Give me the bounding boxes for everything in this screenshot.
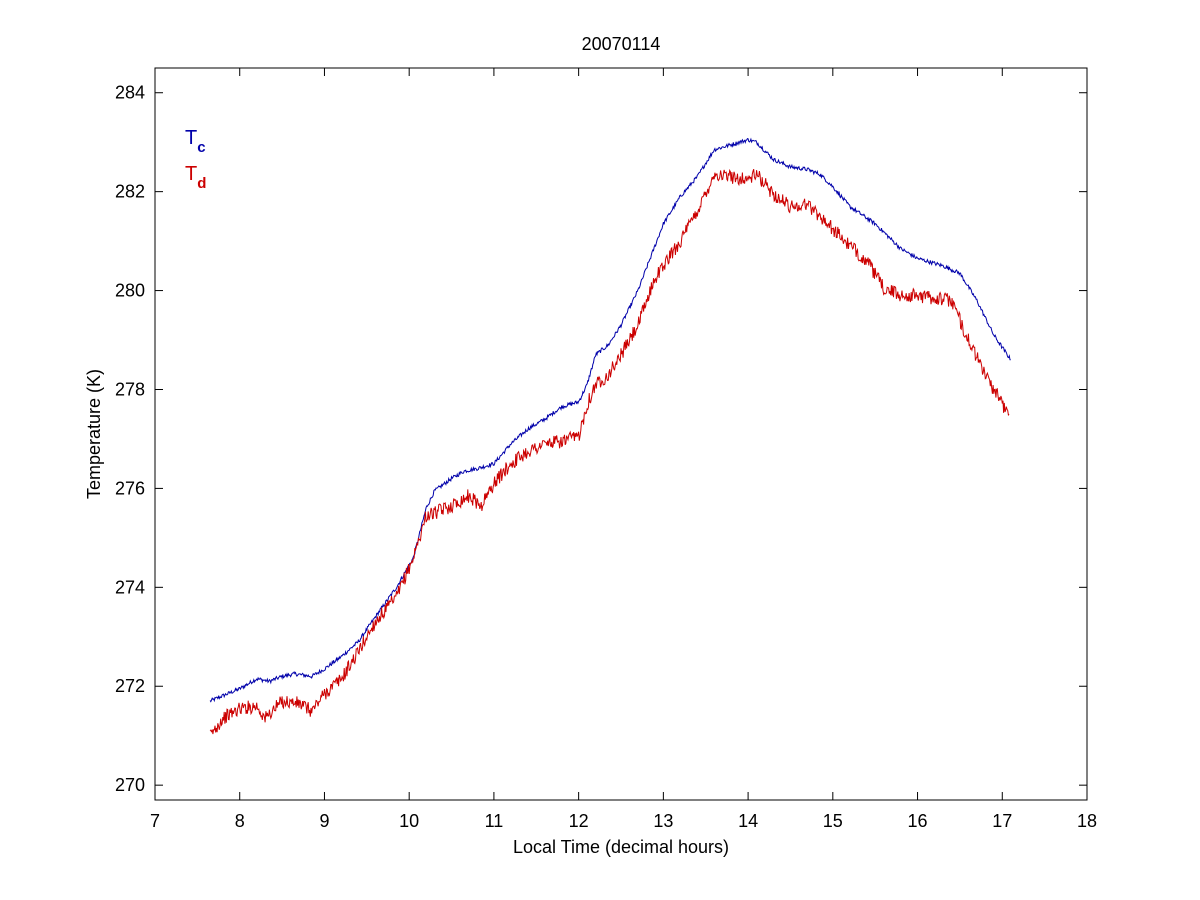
legend-td-sub: d	[197, 175, 206, 192]
x-tick-label-12: 12	[569, 811, 589, 831]
x-tick-label-7: 7	[150, 811, 160, 831]
chart-title: 20070114	[582, 34, 661, 54]
plot-area	[154, 67, 1088, 801]
x-tick-label-18: 18	[1077, 811, 1097, 831]
x-tick-label-10: 10	[399, 811, 419, 831]
y-tick-label-272: 272	[115, 676, 145, 696]
x-tick-label-15: 15	[823, 811, 843, 831]
legend-td-main: T	[185, 163, 197, 185]
y-tick-label-274: 274	[115, 577, 145, 597]
y-tick-label-278: 278	[115, 379, 145, 399]
legend-entry-td: Td	[185, 163, 206, 192]
y-tick-label-282: 282	[115, 182, 145, 202]
legend-entry-tc: Tc	[185, 127, 206, 156]
series-layer	[209, 137, 1011, 735]
x-axis-label: Local Time (decimal hours)	[513, 837, 729, 857]
ticks-layer: 7 8 9 10 11 12 13 14 15 16 17 18 270 272 274 276 278 280 2…	[115, 68, 1097, 831]
x-tick-label-16: 16	[908, 811, 928, 831]
y-axis-label: Temperature (K)	[84, 369, 104, 499]
series-line-td	[209, 168, 1010, 735]
x-tick-label-13: 13	[653, 811, 673, 831]
x-tick-label-14: 14	[738, 811, 758, 831]
legend: Tc Td	[185, 127, 206, 192]
x-tick-label-8: 8	[235, 811, 245, 831]
series-line-tc	[209, 137, 1011, 703]
x-tick-label-17: 17	[992, 811, 1012, 831]
y-tick-label-280: 280	[115, 281, 145, 301]
y-tick-label-276: 276	[115, 478, 145, 498]
legend-tc-sub: c	[197, 139, 205, 156]
legend-tc-main: T	[185, 127, 197, 149]
x-tick-label-11: 11	[485, 811, 504, 831]
y-tick-label-270: 270	[115, 775, 145, 795]
y-tick-label-284: 284	[115, 83, 145, 103]
x-tick-label-9: 9	[319, 811, 329, 831]
